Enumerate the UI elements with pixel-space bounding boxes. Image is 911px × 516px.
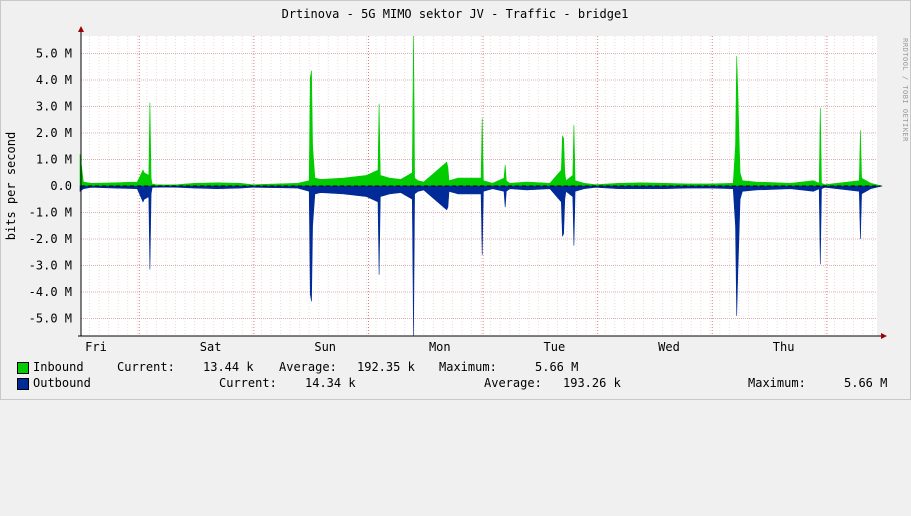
y-tick-label: -2.0 M xyxy=(29,232,72,246)
legend-label-outbound: Outbound xyxy=(33,376,91,390)
legend-current-value: 14.34 k xyxy=(305,376,356,390)
legend-swatch-inbound xyxy=(17,362,29,374)
y-tick-label: 2.0 M xyxy=(36,126,72,140)
series-areas xyxy=(79,35,883,337)
legend-average-label: Average: xyxy=(484,376,542,390)
legend-row-inbound: Inbound Current: 13.44 k Average: 192.35… xyxy=(17,360,897,376)
legend-maximum-label: Maximum: xyxy=(748,376,806,390)
x-tick-label: Sun xyxy=(314,340,336,354)
y-tick-label: 0.0 xyxy=(50,179,72,193)
legend: Inbound Current: 13.44 k Average: 192.35… xyxy=(0,356,911,396)
y-tick-label: -4.0 M xyxy=(29,285,72,299)
legend-maximum-value: 5.66 M xyxy=(844,376,888,390)
x-tick-label: Sat xyxy=(200,340,222,354)
rrdtool-watermark: RRDTOOL / TOBI OETIKER xyxy=(901,38,909,142)
legend-row-outbound: Outbound Current: 14.34 k Average: 193.2… xyxy=(17,376,897,392)
legend-maximum-label: Maximum: xyxy=(439,360,497,374)
x-axis-arrow xyxy=(881,333,887,339)
x-tick-label: Mon xyxy=(429,340,451,354)
legend-average-label: Average: xyxy=(279,360,337,374)
y-tick-label: -5.0 M xyxy=(29,312,72,326)
y-tick-label: -3.0 M xyxy=(29,259,72,273)
legend-label-inbound: Inbound xyxy=(33,360,84,374)
legend-maximum-value: 5.66 M xyxy=(535,360,579,374)
y-tick-label: 5.0 M xyxy=(36,47,72,61)
x-tick-label: Wed xyxy=(658,340,680,354)
series-area-inbound xyxy=(79,35,883,187)
traffic-chart: 5.0 M 4.0 M 3.0 M 2.0 M 1.0 M 0.0 -1.0 M -2.0 M… xyxy=(4,7,909,354)
y-tick-labels: 5.0 M 4.0 M 3.0 M 2.0 M 1.0 M 0.0 -1.0 M -2.0 M… xyxy=(29,47,72,326)
legend-current-label: Current: xyxy=(117,360,175,374)
legend-average-value: 193.26 k xyxy=(563,376,621,390)
y-tick-label: 1.0 M xyxy=(36,153,72,167)
y-axis-label: bits per second xyxy=(4,132,18,240)
x-tick-label: Thu xyxy=(773,340,795,354)
series-area-outbound xyxy=(79,185,883,337)
x-tick-label: Fri xyxy=(85,340,107,354)
x-tick-label: Tue xyxy=(544,340,566,354)
y-tick-label: 3.0 M xyxy=(36,100,72,114)
y-tick-label: -1.0 M xyxy=(29,206,72,220)
legend-current-value: 13.44 k xyxy=(203,360,254,374)
axes xyxy=(78,26,887,339)
y-tick-label: 4.0 M xyxy=(36,73,72,87)
x-tick-labels: Fri Sat Sun Mon Tue Wed Thu xyxy=(85,340,794,354)
legend-swatch-outbound xyxy=(17,378,29,390)
legend-current-label: Current: xyxy=(219,376,277,390)
legend-average-value: 192.35 k xyxy=(357,360,415,374)
y-axis-arrow xyxy=(78,26,84,32)
chart-title: Drtinova - 5G MIMO sektor JV - Traffic -… xyxy=(282,7,629,21)
